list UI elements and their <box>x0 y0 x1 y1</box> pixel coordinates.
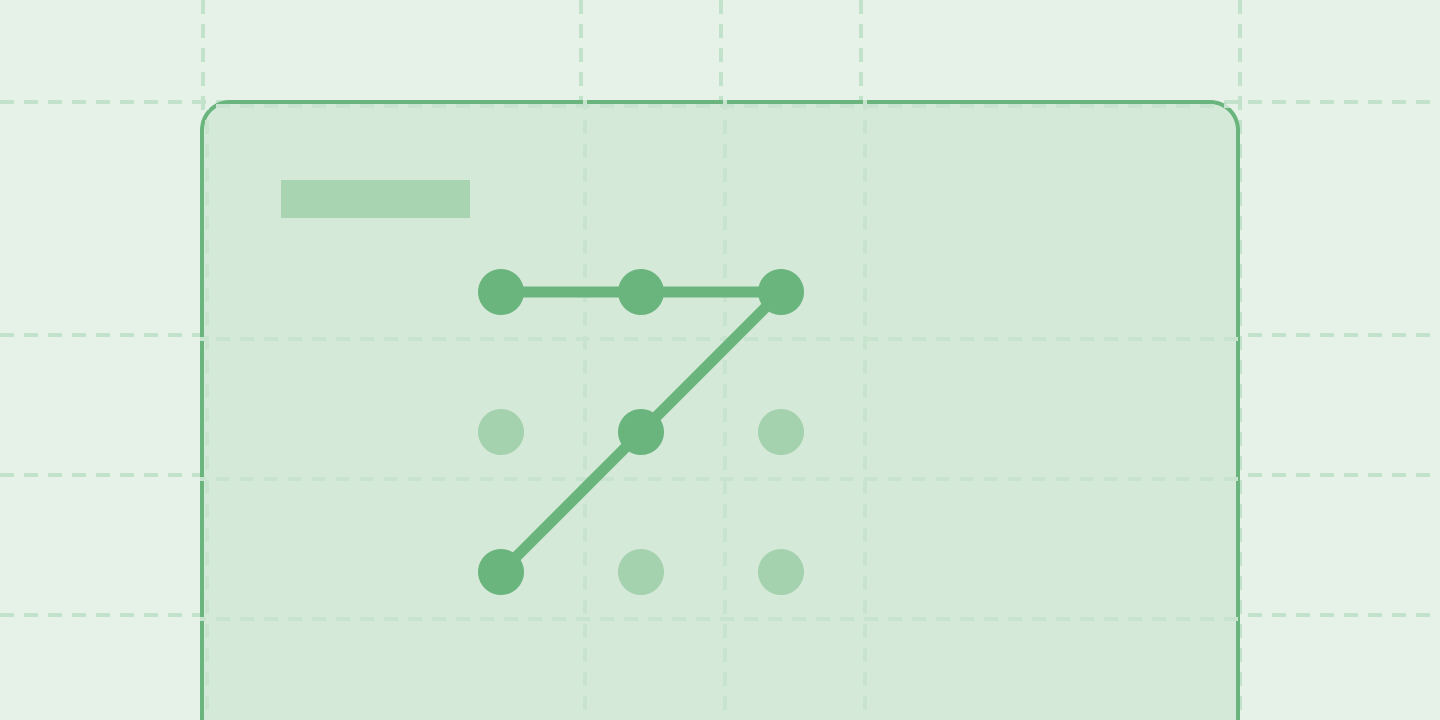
pattern-dot-3[interactable] <box>758 269 804 315</box>
title-placeholder-bar <box>281 180 470 218</box>
pattern-lock-grid[interactable] <box>478 269 827 618</box>
pattern-dot-5[interactable] <box>618 409 664 455</box>
pattern-dot-9[interactable] <box>758 549 804 595</box>
guide-line-vertical-3 <box>863 100 867 720</box>
pattern-dot-4[interactable] <box>478 409 524 455</box>
guide-line-vertical-0 <box>205 100 209 720</box>
pattern-dot-7[interactable] <box>478 549 524 595</box>
pattern-dot-2[interactable] <box>618 269 664 315</box>
pattern-dot-6[interactable] <box>758 409 804 455</box>
lock-card <box>200 100 1240 720</box>
pattern-dot-1[interactable] <box>478 269 524 315</box>
guide-line-horizontal-0 <box>200 104 1240 108</box>
pattern-dot-8[interactable] <box>618 549 664 595</box>
